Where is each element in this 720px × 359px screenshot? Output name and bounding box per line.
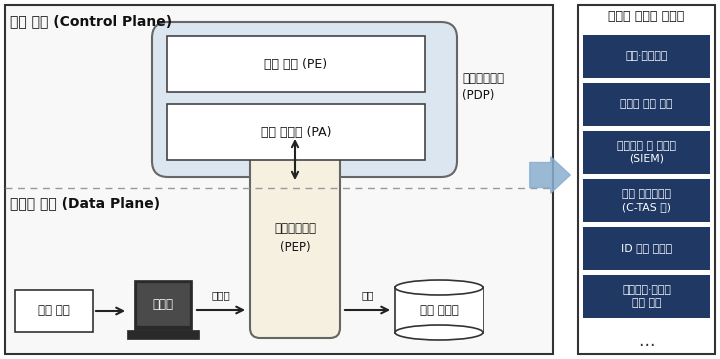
Text: 신뢰도 판단용 데이터: 신뢰도 판단용 데이터 xyxy=(608,10,685,23)
Text: 위협 인텔리전스
(C-TAS 등): 위협 인텔리전스 (C-TAS 등) xyxy=(622,189,671,212)
Bar xyxy=(395,288,482,332)
Ellipse shape xyxy=(395,325,483,340)
FancyBboxPatch shape xyxy=(152,22,457,177)
Bar xyxy=(15,290,93,332)
Bar xyxy=(583,131,710,174)
Text: 정책결정지점
(PDP): 정책결정지점 (PDP) xyxy=(462,72,504,102)
Bar xyxy=(583,179,710,222)
Text: 접근 주체: 접근 주체 xyxy=(38,304,70,317)
Text: 데이터 영역 (Data Plane): 데이터 영역 (Data Plane) xyxy=(10,196,160,210)
Text: 규제·내부규정: 규제·내부규정 xyxy=(625,51,667,61)
Bar xyxy=(578,5,715,354)
Text: 시스템: 시스템 xyxy=(153,298,174,312)
Bar xyxy=(583,275,710,318)
Text: 네트워크·시스템
행위 로그: 네트워크·시스템 행위 로그 xyxy=(622,285,671,308)
Bar xyxy=(583,83,710,126)
Text: …: … xyxy=(638,332,654,350)
Bar xyxy=(583,227,710,270)
Text: 정책 엔진 (PE): 정책 엔진 (PE) xyxy=(264,57,328,70)
Bar xyxy=(134,280,192,330)
Text: ID 관리 시스템: ID 관리 시스템 xyxy=(621,243,672,253)
Text: 정책 관리자 (PA): 정책 관리자 (PA) xyxy=(261,126,331,139)
Text: 기업 리소스: 기업 리소스 xyxy=(420,303,459,317)
FancyArrowPatch shape xyxy=(530,157,570,193)
Text: 보안정보 및 이벤트
(SIEM): 보안정보 및 이벤트 (SIEM) xyxy=(617,141,676,164)
Text: 비신뢰: 비신뢰 xyxy=(212,290,230,300)
Bar xyxy=(127,330,199,339)
Bar xyxy=(137,283,189,325)
Bar xyxy=(167,36,425,92)
Text: 신뢰: 신뢰 xyxy=(361,290,374,300)
Text: 제어 영역 (Control Plane): 제어 영역 (Control Plane) xyxy=(10,14,172,28)
Bar xyxy=(395,287,483,333)
Bar xyxy=(583,35,710,78)
FancyBboxPatch shape xyxy=(250,138,340,338)
Text: 데이터 접근 정책: 데이터 접근 정책 xyxy=(620,99,672,109)
Bar xyxy=(167,104,425,160)
Bar xyxy=(5,5,553,354)
Ellipse shape xyxy=(395,280,483,295)
Text: 정책시행지점
(PEP): 정책시행지점 (PEP) xyxy=(274,223,316,253)
